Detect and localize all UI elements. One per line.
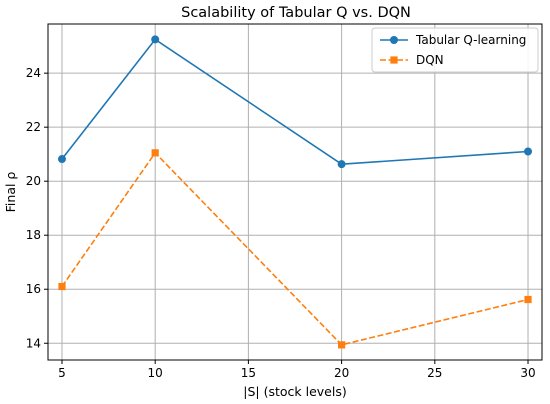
data-point (338, 341, 346, 349)
chart-title: Scalability of Tabular Q vs. DQN (181, 5, 411, 21)
x-axis: 5 10 15 20 25 30 (58, 360, 536, 380)
data-point (337, 160, 346, 169)
y-tick-label: 22 (26, 120, 41, 134)
x-axis-label: |S| (stock levels) (243, 384, 346, 399)
series-layer (57, 35, 533, 349)
data-point (57, 155, 66, 164)
y-tick-label: 20 (26, 174, 41, 188)
legend-label: Tabular Q-learning (415, 33, 526, 47)
plot-frame (47, 23, 543, 361)
series-line-tabular-q-learning (61, 38, 529, 165)
y-axis-label: Final ρ (3, 172, 18, 213)
x-tick-label: 25 (427, 366, 442, 380)
data-point (524, 147, 533, 156)
legend-marker (390, 36, 398, 44)
y-tick-label: 14 (26, 336, 41, 350)
legend: Tabular Q-learning DQN (371, 27, 539, 73)
x-tick-label: 5 (58, 366, 66, 380)
legend-label: DQN (416, 53, 444, 67)
x-tick-label: 15 (241, 366, 256, 380)
x-tick-label: 20 (334, 366, 349, 380)
data-point (524, 295, 532, 304)
y-tick-label: 24 (26, 66, 41, 80)
legend-frame (371, 27, 539, 73)
data-point (58, 282, 66, 291)
y-tick-label: 18 (26, 228, 41, 242)
data-point (151, 149, 159, 157)
legend-item: Tabular Q-learning (380, 33, 526, 47)
legend-marker (390, 56, 398, 64)
y-tick-label: 16 (26, 282, 41, 296)
data-point (151, 35, 160, 44)
series-line-dqn (61, 151, 529, 346)
series-dqn (58, 149, 532, 349)
series-tabular-q-learning (57, 35, 533, 169)
x-tick-label: 30 (520, 366, 535, 380)
grid-lines (48, 24, 542, 360)
legend-item: DQN (380, 53, 444, 67)
x-tick-label: 10 (148, 366, 163, 380)
y-axis: 14 16 18 20 22 24 (26, 66, 48, 350)
